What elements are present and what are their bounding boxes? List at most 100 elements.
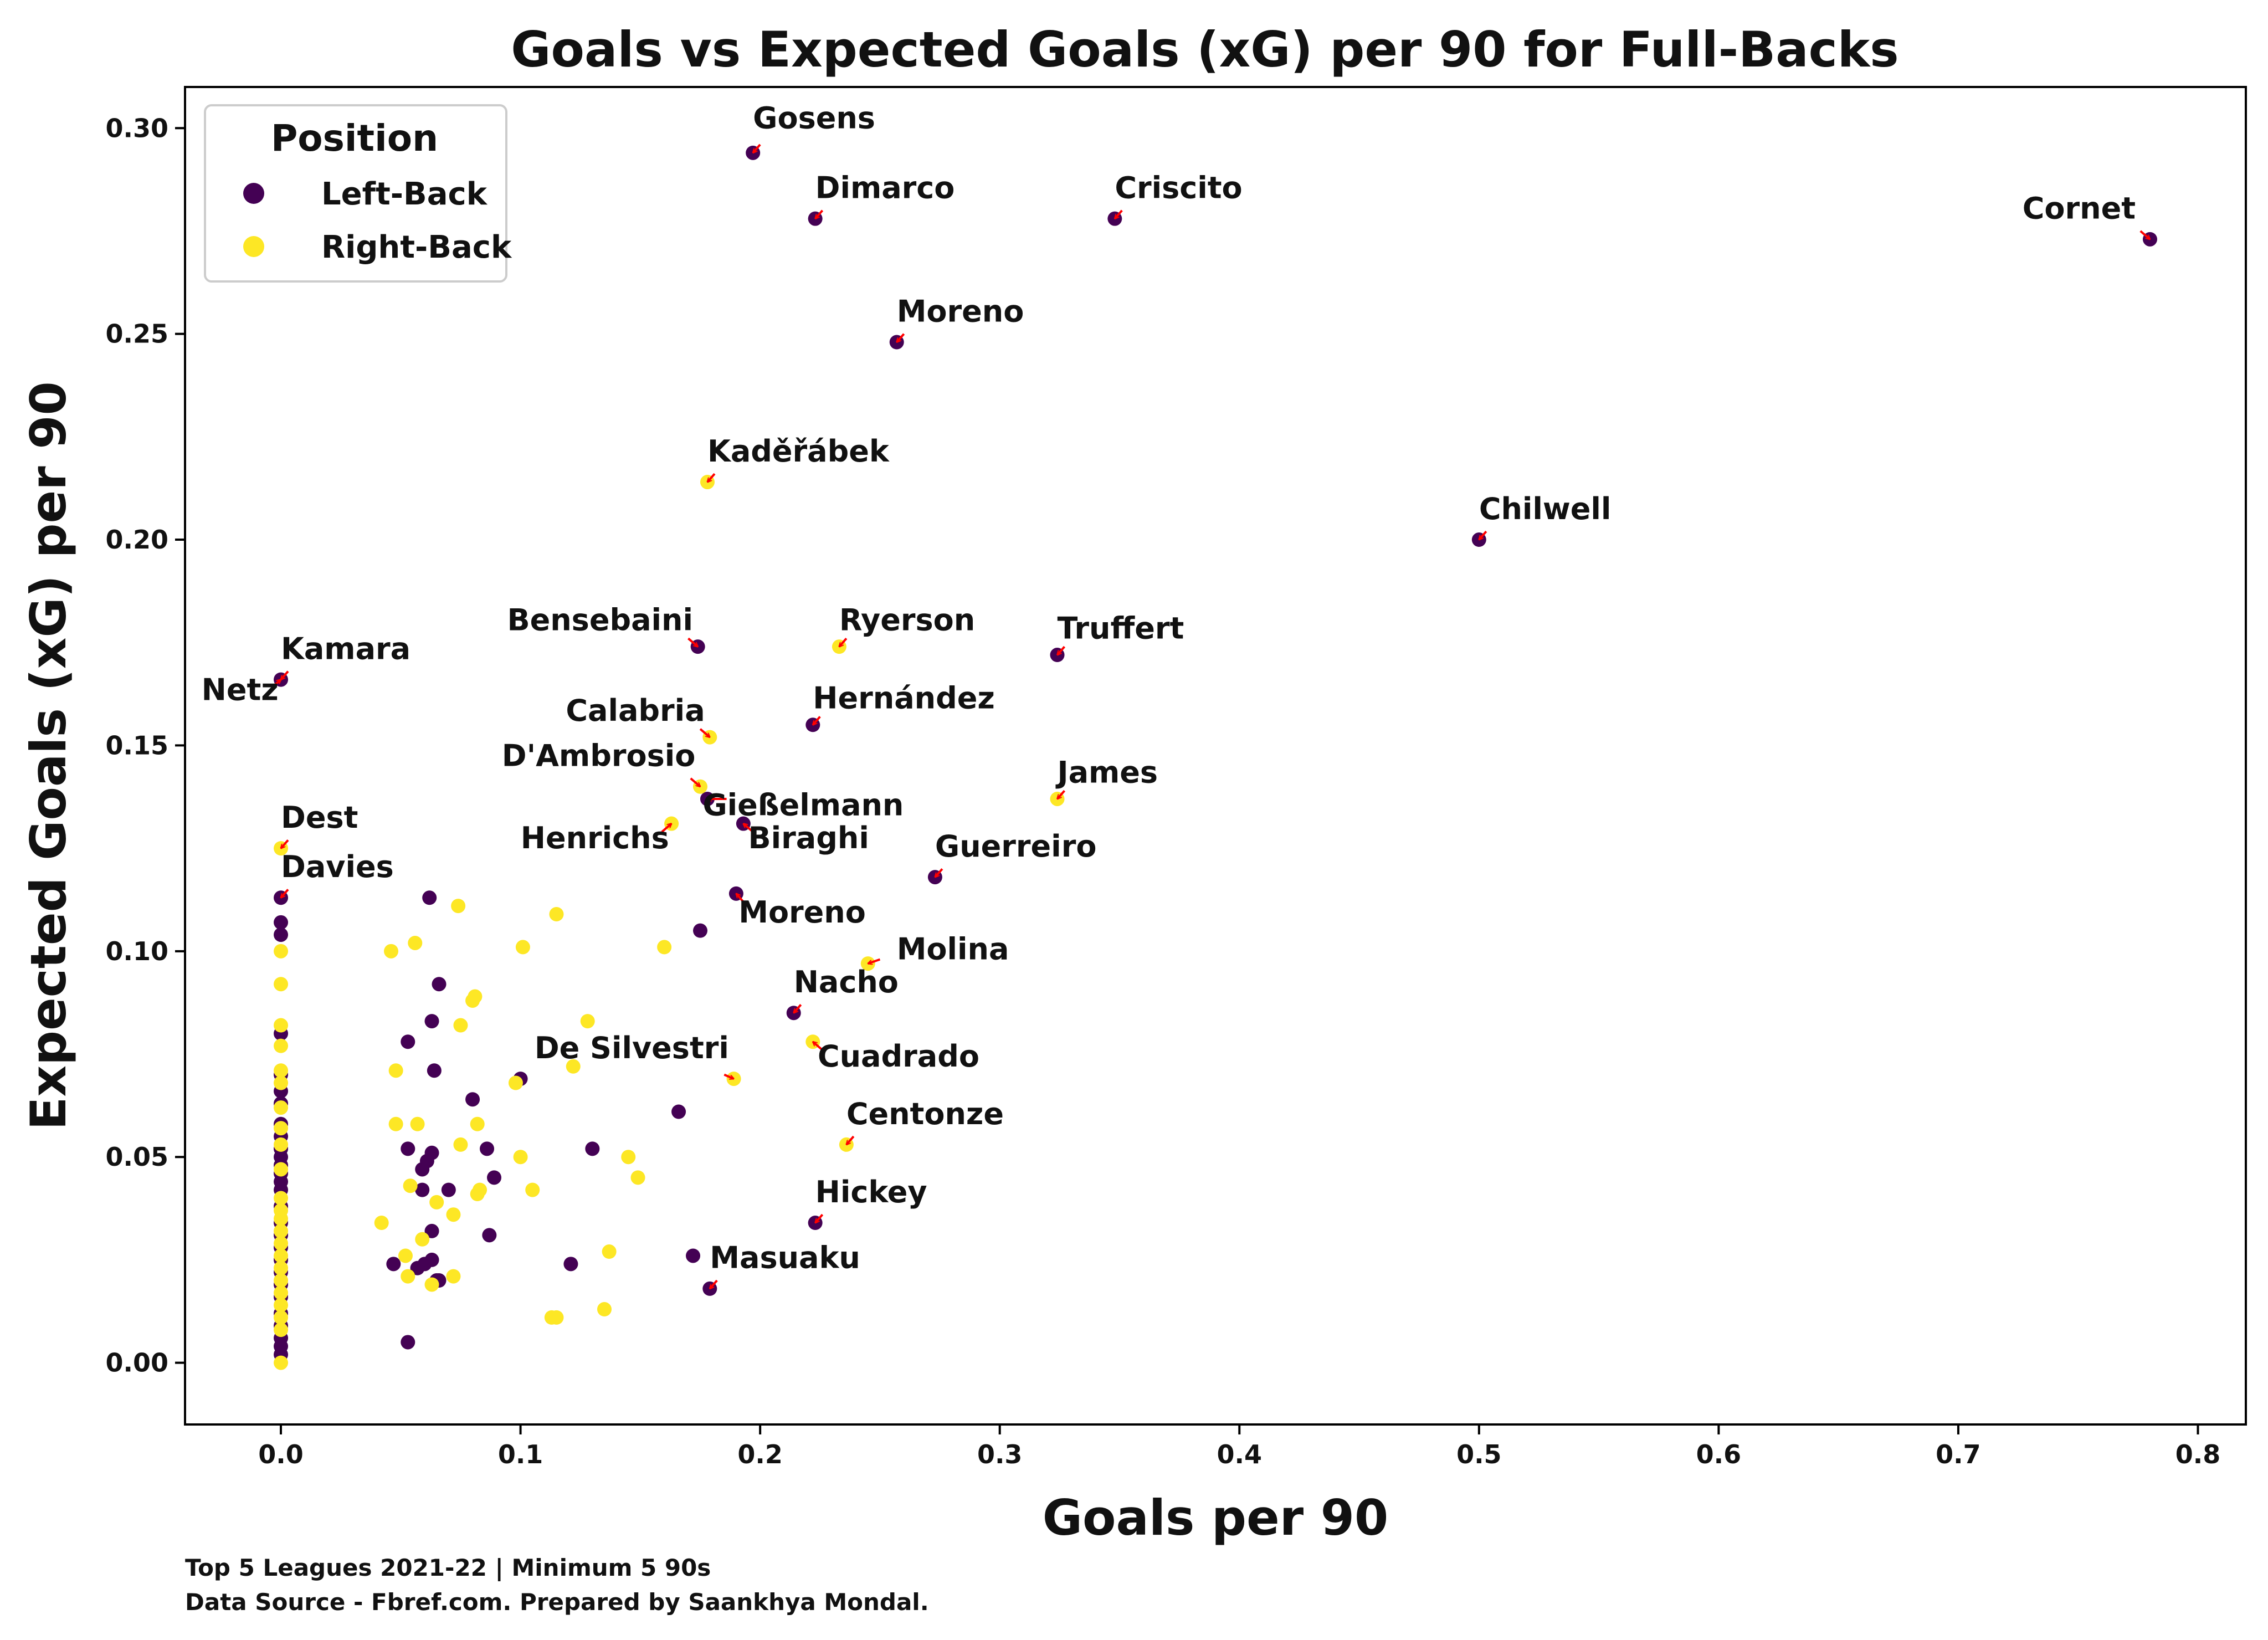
- annotation-arrow: [868, 958, 881, 964]
- point-left-back: [686, 1248, 701, 1263]
- annotation-label: James: [1055, 755, 1158, 790]
- annotation-arrow: [270, 680, 281, 689]
- point-right-back: [429, 1195, 444, 1210]
- annotation-label: Cuadrado: [818, 1039, 979, 1074]
- point-right-back: [274, 1285, 289, 1300]
- x-axis-label: Goals per 90: [1043, 1489, 1388, 1546]
- point-right-back: [470, 1116, 485, 1131]
- y-tick-label: 0.00: [106, 1348, 169, 1378]
- point-right-back: [274, 1298, 289, 1313]
- point-right-back: [621, 1150, 636, 1165]
- point-right-back: [274, 1323, 289, 1337]
- point-right-back: [388, 1116, 403, 1131]
- x-tick-label: 0.6: [1696, 1439, 1742, 1469]
- point-right-back: [274, 1075, 289, 1090]
- point-right-back: [274, 1211, 289, 1226]
- annotation-label: Kaděřábek: [707, 434, 890, 469]
- annotation-arrow: [935, 868, 943, 877]
- point-right-back: [398, 1248, 413, 1263]
- legend-label-right-back: Right-Back: [321, 229, 512, 265]
- annotation-label: Nacho: [794, 965, 899, 1000]
- annotations: Gosens Dimarco Criscito Cornet Moreno Kaděřáb…: [202, 100, 2150, 1289]
- point-right-back: [384, 944, 398, 959]
- point-right-back: [274, 1355, 289, 1370]
- annotation-label: Biraghi: [748, 821, 869, 855]
- annotation-arrow: [1115, 209, 1123, 219]
- point-right-back: [401, 1269, 415, 1284]
- annotation-arrow: [687, 637, 697, 647]
- point-right-back: [274, 1018, 289, 1033]
- legend-marker-left-back: [243, 183, 264, 204]
- annotation-label: Guerreiro: [935, 829, 1097, 864]
- annotation-label: Centonze: [846, 1096, 1004, 1131]
- point-right-back: [274, 944, 289, 959]
- point-right-back: [274, 977, 289, 992]
- annotation-label: Criscito: [1115, 171, 1242, 206]
- x-tick-label: 0.2: [737, 1439, 783, 1469]
- point-right-back: [465, 993, 480, 1008]
- y-tick-label: 0.30: [106, 113, 169, 143]
- point-right-back: [630, 1170, 645, 1185]
- point-left-back: [424, 1014, 439, 1029]
- point-right-back: [274, 1038, 289, 1053]
- point-left-back: [432, 977, 447, 992]
- x-tick-label: 0.4: [1217, 1439, 1263, 1469]
- point-left-back: [487, 1170, 501, 1185]
- y-tick-label: 0.25: [106, 319, 169, 349]
- annotation-arrow: [281, 839, 289, 848]
- annotation-arrow: [699, 728, 710, 737]
- annotation-arrow: [897, 333, 905, 342]
- point-right-back: [274, 1310, 289, 1325]
- point-right-back: [451, 899, 466, 914]
- annotation-arrow: [813, 716, 821, 725]
- point-right-back: [274, 1273, 289, 1288]
- point-right-back: [446, 1269, 461, 1284]
- point-right-back: [525, 1182, 540, 1197]
- legend-box: [204, 104, 507, 283]
- x-tick-label: 0.5: [1456, 1439, 1502, 1469]
- point-left-back: [274, 927, 289, 942]
- annotation-label: Netz: [202, 673, 279, 708]
- annotation-arrow: [813, 1042, 823, 1051]
- annotation-label: Henrichs: [521, 821, 669, 855]
- point-right-back: [274, 1260, 289, 1275]
- annotation-label: De Silvestri: [535, 1031, 729, 1065]
- point-right-back: [274, 1137, 289, 1152]
- point-right-back: [453, 1018, 468, 1033]
- point-left-back: [424, 1223, 439, 1238]
- point-right-back: [408, 935, 423, 950]
- point-left-back: [671, 1104, 686, 1119]
- point-right-back: [415, 1232, 430, 1247]
- point-right-back: [274, 1162, 289, 1177]
- annotation-label: Kamara: [281, 631, 411, 666]
- annotation-arrow: [1479, 530, 1487, 540]
- y-tick-label: 0.15: [106, 730, 169, 760]
- point-left-back: [386, 1257, 401, 1272]
- point-right-back: [580, 1014, 595, 1029]
- y-tick-label: 0.10: [106, 936, 169, 966]
- point-right-back: [274, 1121, 289, 1136]
- point-right-back: [453, 1137, 468, 1152]
- footer-line-1: Top 5 Leagues 2021-22 | Minimum 5 90s: [185, 1554, 711, 1581]
- annotation-label: Masuaku: [710, 1241, 860, 1275]
- point-right-back: [446, 1207, 461, 1222]
- point-right-back: [597, 1302, 612, 1317]
- chart-title: Goals vs Expected Goals (xG) per 90 for …: [511, 21, 1898, 78]
- annotation-label: Molina: [897, 932, 1009, 967]
- point-left-back: [401, 1034, 415, 1049]
- y-axis-ticks: 0.00 0.05 0.10 0.15 0.20 0.25 0.30: [106, 113, 185, 1378]
- point-right-back: [549, 906, 564, 921]
- annotation-label: Dest: [281, 800, 358, 835]
- x-tick-label: 0.3: [977, 1439, 1023, 1469]
- footer-line-2: Data Source - Fbref.com. Prepared by Saa…: [185, 1588, 929, 1616]
- annotation-arrow: [723, 1073, 733, 1079]
- point-left-back: [401, 1141, 415, 1156]
- point-left-back: [415, 1182, 430, 1197]
- annotation-label: Chilwell: [1479, 491, 1612, 526]
- annotation-label: Dimarco: [815, 171, 955, 206]
- annotation-arrow: [707, 473, 716, 482]
- annotation-arrow: [839, 637, 848, 647]
- y-axis-label: Expected Goals (xG) per 90: [20, 381, 77, 1130]
- point-left-back: [480, 1141, 495, 1156]
